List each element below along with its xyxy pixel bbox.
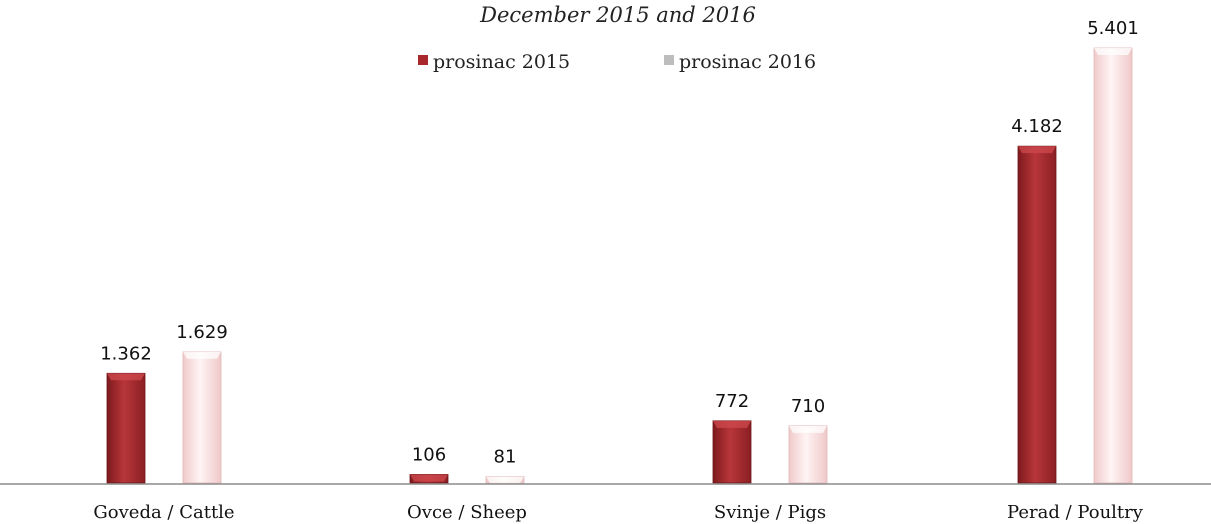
legend-label-2015: prosinac 2015 (433, 51, 570, 73)
bar-pigs-series-2 (788, 425, 828, 484)
bar-cap-pigs-series-1 (713, 420, 751, 428)
bar-cap-pigs-series-2 (789, 425, 827, 433)
bar-cap-cattle-series-1 (107, 373, 145, 381)
bar-cattle-series-1 (106, 372, 146, 484)
value-label-sheep-series-1: 106 (412, 444, 446, 465)
value-label-cattle-series-2: 1.629 (176, 322, 228, 343)
value-label-cattle-series-1: 1.362 (100, 343, 152, 364)
category-label-pigs: Svinje / Pigs (714, 502, 826, 523)
legend-swatch-2015 (418, 55, 428, 65)
bar-poultry-series-2 (1093, 47, 1133, 484)
bar-cap-sheep-series-2 (486, 476, 524, 483)
value-label-pigs-series-1: 772 (715, 391, 749, 412)
value-label-sheep-series-2: 81 (494, 446, 517, 467)
chart-subtitle: December 2015 and 2016 (479, 3, 756, 27)
bar-cap-cattle-series-2 (183, 351, 221, 359)
legend: prosinac 2015 prosinac 2016 (418, 51, 816, 73)
bar-cap-poultry-series-2 (1094, 48, 1132, 55)
category-label-sheep: Ovce / Sheep (407, 502, 527, 523)
bars-group (106, 47, 1133, 484)
value-label-pigs-series-2: 710 (791, 396, 825, 417)
bar-cap-sheep-series-1 (410, 474, 448, 482)
bar-poultry-series-1 (1017, 145, 1057, 484)
category-label-poultry: Perad / Poultry (1007, 502, 1144, 523)
value-label-poultry-series-2: 5.401 (1087, 18, 1139, 39)
category-labels-group: Goveda / Cattle Ovce / Sheep Svinje / Pigs… (93, 502, 1143, 523)
bar-cattle-series-2 (182, 351, 222, 484)
legend-label-2016: prosinac 2016 (679, 51, 816, 73)
bar-pigs-series-1 (712, 420, 752, 484)
bar-cap-poultry-series-1 (1018, 146, 1056, 154)
category-label-cattle: Goveda / Cattle (93, 502, 234, 523)
value-labels-group: 1.362 1.629 106 81 772 710 4.182 5.401 (100, 18, 1139, 467)
legend-swatch-2016 (664, 55, 674, 65)
value-label-poultry-series-1: 4.182 (1011, 116, 1063, 137)
